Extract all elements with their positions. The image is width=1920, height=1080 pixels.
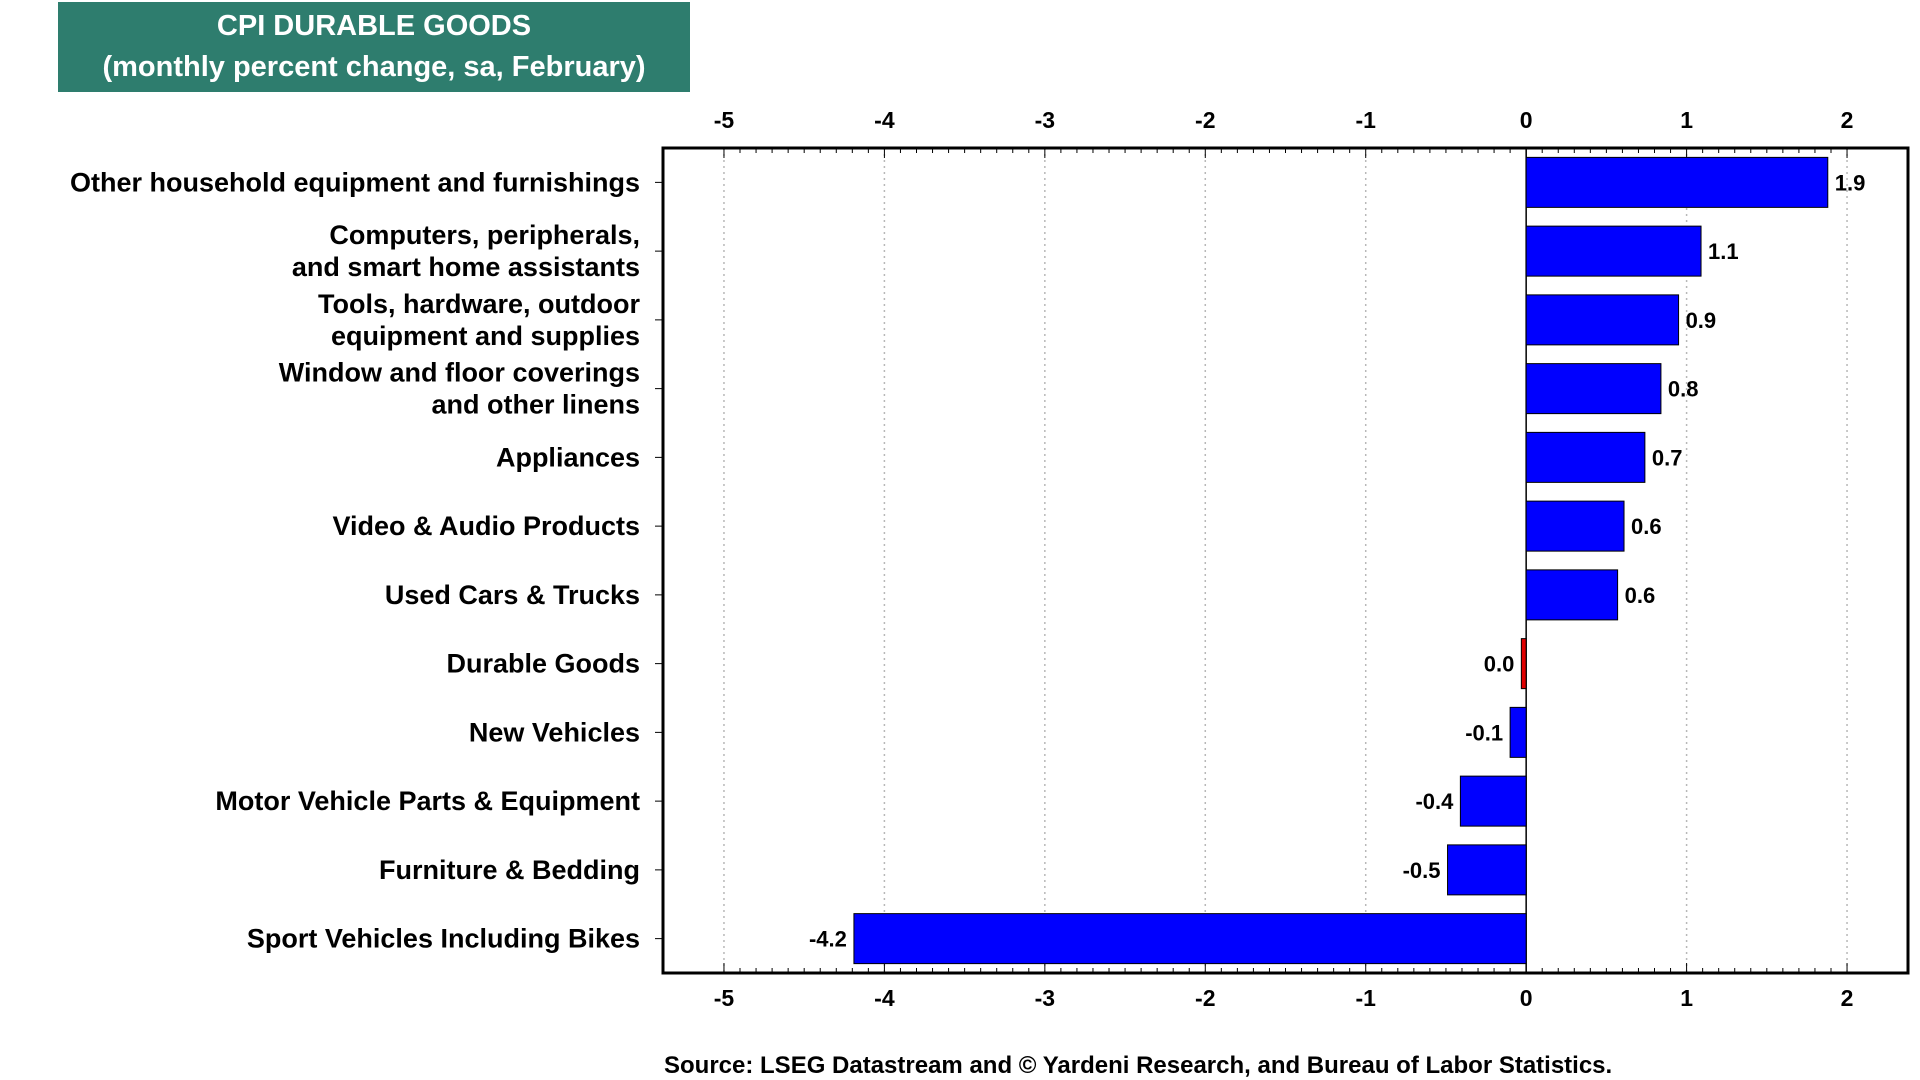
bar: [1525, 363, 1662, 415]
category-label: Other household equipment and furnishing…: [70, 167, 640, 197]
x-tick-label-bottom: 0: [1520, 985, 1533, 1011]
data-label: 0.6: [1625, 583, 1656, 608]
category-label: Window and floor coverings and other line…: [279, 358, 640, 420]
x-tick-label-bottom: -3: [1035, 985, 1055, 1011]
category-label-line: Motor Vehicle Parts & Equipment: [215, 786, 640, 816]
category-label: Video & Audio Products: [332, 511, 640, 541]
category-label-line: Video & Audio Products: [332, 511, 640, 541]
x-tick-label-bottom: 1: [1680, 985, 1693, 1011]
plot-frame: [661, 146, 1910, 975]
category-label: Computers, peripherals, and smart home as…: [292, 220, 640, 282]
category-label: Tools, hardware, outdoor equipment and su…: [318, 289, 641, 351]
category-label: Used Cars & Trucks: [385, 580, 640, 610]
x-tick-label-bottom: -1: [1355, 985, 1376, 1011]
category-label: Durable Goods: [446, 649, 640, 679]
category-label-line: Computers, peripherals,: [329, 220, 640, 250]
data-label: -0.4: [1415, 789, 1454, 814]
category-label-line: Sport Vehicles Including Bikes: [247, 924, 640, 954]
data-label: -0.5: [1403, 858, 1441, 883]
bar: [1447, 844, 1527, 896]
chart-subtitle: (monthly percent change, sa, February): [102, 51, 646, 83]
x-tick-label-top: -2: [1195, 107, 1215, 133]
category-label: Furniture & Bedding: [379, 855, 640, 885]
x-tick-label-bottom: -5: [714, 985, 735, 1011]
category-label-line: Window and floor coverings: [279, 358, 640, 388]
bar: [1525, 569, 1619, 621]
data-label: 0.9: [1686, 308, 1717, 333]
category-label: Motor Vehicle Parts & Equipment: [215, 786, 640, 816]
x-tick-label-top: -5: [714, 107, 735, 133]
data-label: 0.0: [1484, 652, 1515, 677]
data-label: -4.2: [809, 927, 847, 952]
data-label: 0.8: [1668, 377, 1699, 402]
category-label: Sport Vehicles Including Bikes: [247, 924, 640, 954]
bar: [1525, 225, 1702, 277]
bar: [1525, 156, 1829, 208]
data-label: 1.1: [1708, 239, 1739, 264]
category-label: Appliances: [496, 442, 640, 472]
x-tick-label-top: -1: [1355, 107, 1376, 133]
category-label-line: Durable Goods: [446, 649, 640, 679]
bar: [853, 913, 1527, 965]
category-label-line: Used Cars & Trucks: [385, 580, 640, 610]
data-label: 1.9: [1835, 170, 1866, 195]
category-label-line: New Vehicles: [469, 717, 640, 747]
data-label: 0.6: [1631, 514, 1662, 539]
data-label: -0.1: [1465, 720, 1503, 745]
category-label-line: Other household equipment and furnishing…: [70, 167, 640, 197]
bar: [1525, 431, 1646, 483]
x-tick-label-top: -3: [1035, 107, 1055, 133]
x-tick-label-bottom: 2: [1841, 985, 1854, 1011]
bar: [1520, 638, 1527, 690]
x-tick-label-top: -4: [874, 107, 895, 133]
chart-title-box: CPI DURABLE GOODS (monthly percent chang…: [58, 2, 690, 92]
x-tick-label-bottom: -2: [1195, 985, 1215, 1011]
category-label-line: Appliances: [496, 442, 640, 472]
category-label-line: and smart home assistants: [292, 252, 640, 282]
chart-title: CPI DURABLE GOODS: [216, 10, 532, 42]
category-label-line: and other linens: [431, 390, 640, 420]
bar: [1459, 775, 1527, 827]
category-label-line: Furniture & Bedding: [379, 855, 640, 885]
x-tick-label-top: 0: [1520, 107, 1533, 133]
x-tick-label-top: 2: [1841, 107, 1854, 133]
data-label: 0.7: [1652, 445, 1683, 470]
bar: [1525, 294, 1680, 346]
category-label-line: equipment and supplies: [331, 321, 640, 351]
x-tick-label-bottom: -4: [874, 985, 895, 1011]
source-note: Source: LSEG Datastream and © Yardeni Re…: [664, 1052, 1613, 1079]
category-label-line: Tools, hardware, outdoor: [318, 289, 641, 319]
bar: [1509, 706, 1527, 758]
category-label: New Vehicles: [469, 717, 640, 747]
bar: [1525, 500, 1625, 552]
x-tick-label-top: 1: [1680, 107, 1693, 133]
